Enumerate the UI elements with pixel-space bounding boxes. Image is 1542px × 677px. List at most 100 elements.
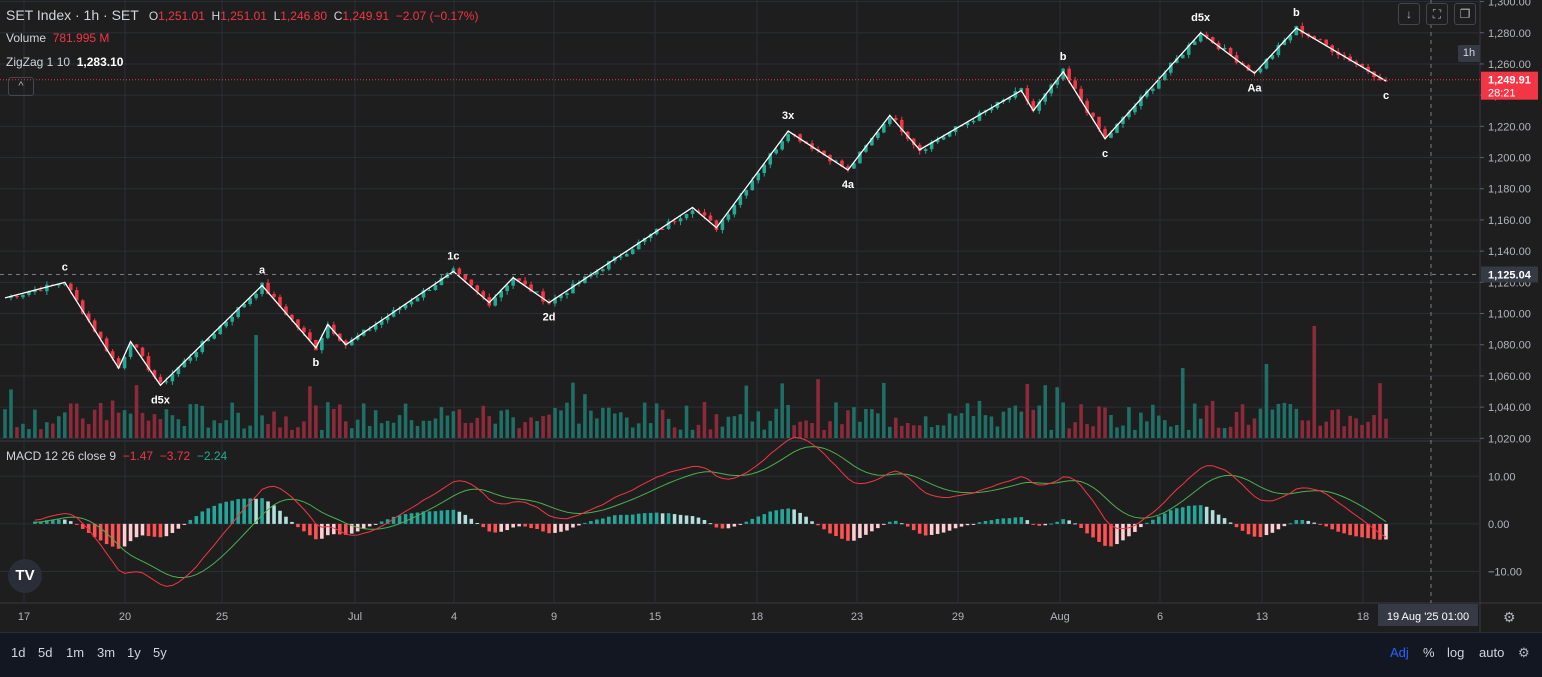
macd-histogram-bar [236, 499, 240, 524]
candle-body [62, 283, 67, 285]
volume-bar [810, 423, 814, 438]
range-5y-button[interactable]: 5y [153, 645, 167, 660]
candle-body [110, 351, 115, 359]
volume-bar [774, 408, 778, 438]
candle-body [989, 107, 994, 111]
range-1m-button[interactable]: 1m [66, 645, 85, 660]
candle-body [660, 228, 665, 230]
macd-histogram-bar [1001, 518, 1006, 524]
zigzag-label: c [62, 261, 68, 273]
volume-bar [326, 402, 330, 438]
macd-legend[interactable]: MACD 12 26 close 9 −1.47 −3.72 −2.24 [6, 449, 227, 463]
volume-bar [1300, 420, 1305, 438]
volume-bar [302, 421, 306, 438]
volume-bar [104, 420, 109, 438]
range-5d-button[interactable]: 5d [38, 645, 53, 660]
time-tick-label: 18 [751, 611, 763, 623]
candle-body [858, 151, 862, 164]
scroll-down-button[interactable]: ↓ [1398, 3, 1420, 25]
candle-body [690, 210, 695, 215]
candle-body [164, 381, 169, 383]
range-1d-button[interactable]: 1d [11, 645, 26, 660]
zigzag-legend[interactable]: ZigZag 1 10 1,283.10 [6, 55, 123, 69]
macd-histogram-bar [565, 523, 569, 531]
volume-bar [1180, 368, 1185, 438]
price-tick-label: 1,220.00 [1488, 121, 1531, 133]
macd-histogram-bar [804, 516, 808, 524]
volume-bar [780, 383, 784, 438]
macd-histogram-bar [529, 523, 533, 529]
tradingview-logo-icon[interactable]: TV [8, 559, 42, 593]
volume-bar [1055, 387, 1059, 438]
restore-button[interactable]: ❐ [1454, 3, 1476, 25]
price-tick-label: 1,100.00 [1488, 309, 1531, 321]
candle-body [403, 304, 408, 309]
volume-bar [140, 412, 145, 438]
macd-tick-label: −10.00 [1488, 566, 1522, 578]
volume-bar [726, 416, 731, 438]
volume-bar [385, 420, 390, 438]
candle-body [1210, 37, 1215, 43]
candle [1073, 76, 1077, 90]
candle-body [523, 280, 527, 285]
chart-background [0, 0, 1542, 632]
candle-body [505, 285, 509, 292]
volume-bar [864, 408, 868, 438]
candle [1085, 98, 1089, 116]
macd-histogram-bar [511, 523, 515, 528]
volume-legend[interactable]: Volume 781.995 M [6, 31, 109, 45]
adjust-button[interactable]: Adj [1390, 645, 1409, 660]
macd-histogram-bar [1025, 520, 1030, 524]
candle-body [971, 120, 976, 123]
volume-bar [278, 427, 282, 438]
candle-body [1091, 112, 1095, 117]
macd-histogram-bar [1270, 523, 1275, 533]
volume-bar [236, 412, 240, 438]
price-tick-label: 1,160.00 [1488, 215, 1531, 227]
candle [62, 283, 67, 287]
candle-body [565, 293, 569, 296]
candle-body [852, 163, 856, 169]
candle-body [648, 234, 653, 238]
macd-histogram-bar [1264, 523, 1269, 536]
macd-histogram-bar [810, 521, 814, 524]
macd-histogram-bar [708, 523, 713, 525]
candle-body [1192, 41, 1197, 45]
volume-bar [487, 416, 492, 438]
volume-bar [917, 425, 922, 438]
candle-body [732, 204, 737, 215]
macd-histogram-bar [1061, 519, 1065, 524]
range-1y-button[interactable]: 1y [127, 645, 141, 660]
candle [630, 247, 635, 255]
candle-body [487, 297, 492, 306]
candle [1145, 88, 1149, 99]
candle-body [326, 324, 330, 338]
candle [678, 216, 683, 226]
macd-histogram-bar [326, 523, 330, 536]
macd-histogram-bar [1252, 523, 1257, 537]
candle-body [1049, 84, 1053, 94]
percent-scale-button[interactable]: % [1423, 645, 1435, 660]
candle-body [553, 298, 557, 304]
symbol-legend: SET Index · 1h · SET O1,251.01 H1,251.01… [6, 7, 478, 23]
volume-bar [666, 418, 671, 438]
range-3m-button[interactable]: 3m [97, 645, 116, 660]
candle-body [529, 284, 533, 292]
candle-body [1204, 34, 1209, 38]
macd-histogram-bar [959, 523, 964, 527]
fullscreen-button[interactable]: ⛶ [1426, 3, 1448, 25]
volume-bar [1210, 400, 1215, 438]
volume-bar [756, 411, 761, 438]
price-chart[interactable]: 1,300.001,280.001,260.001,240.001,220.00… [0, 0, 1542, 632]
candle-body [899, 119, 904, 132]
candle [421, 288, 426, 301]
log-scale-button[interactable]: log [1447, 645, 1465, 660]
macd-histogram-bar [182, 523, 187, 525]
gear-icon[interactable]: ⚙ [1518, 645, 1530, 660]
macd-histogram-bar [260, 498, 264, 524]
gear-icon[interactable]: ⚙ [1503, 609, 1516, 625]
auto-scale-button[interactable]: auto [1479, 645, 1505, 660]
macd-histogram-bar [762, 514, 767, 524]
collapse-legend-button[interactable]: ^ [8, 77, 34, 96]
candle-body [1133, 106, 1137, 113]
